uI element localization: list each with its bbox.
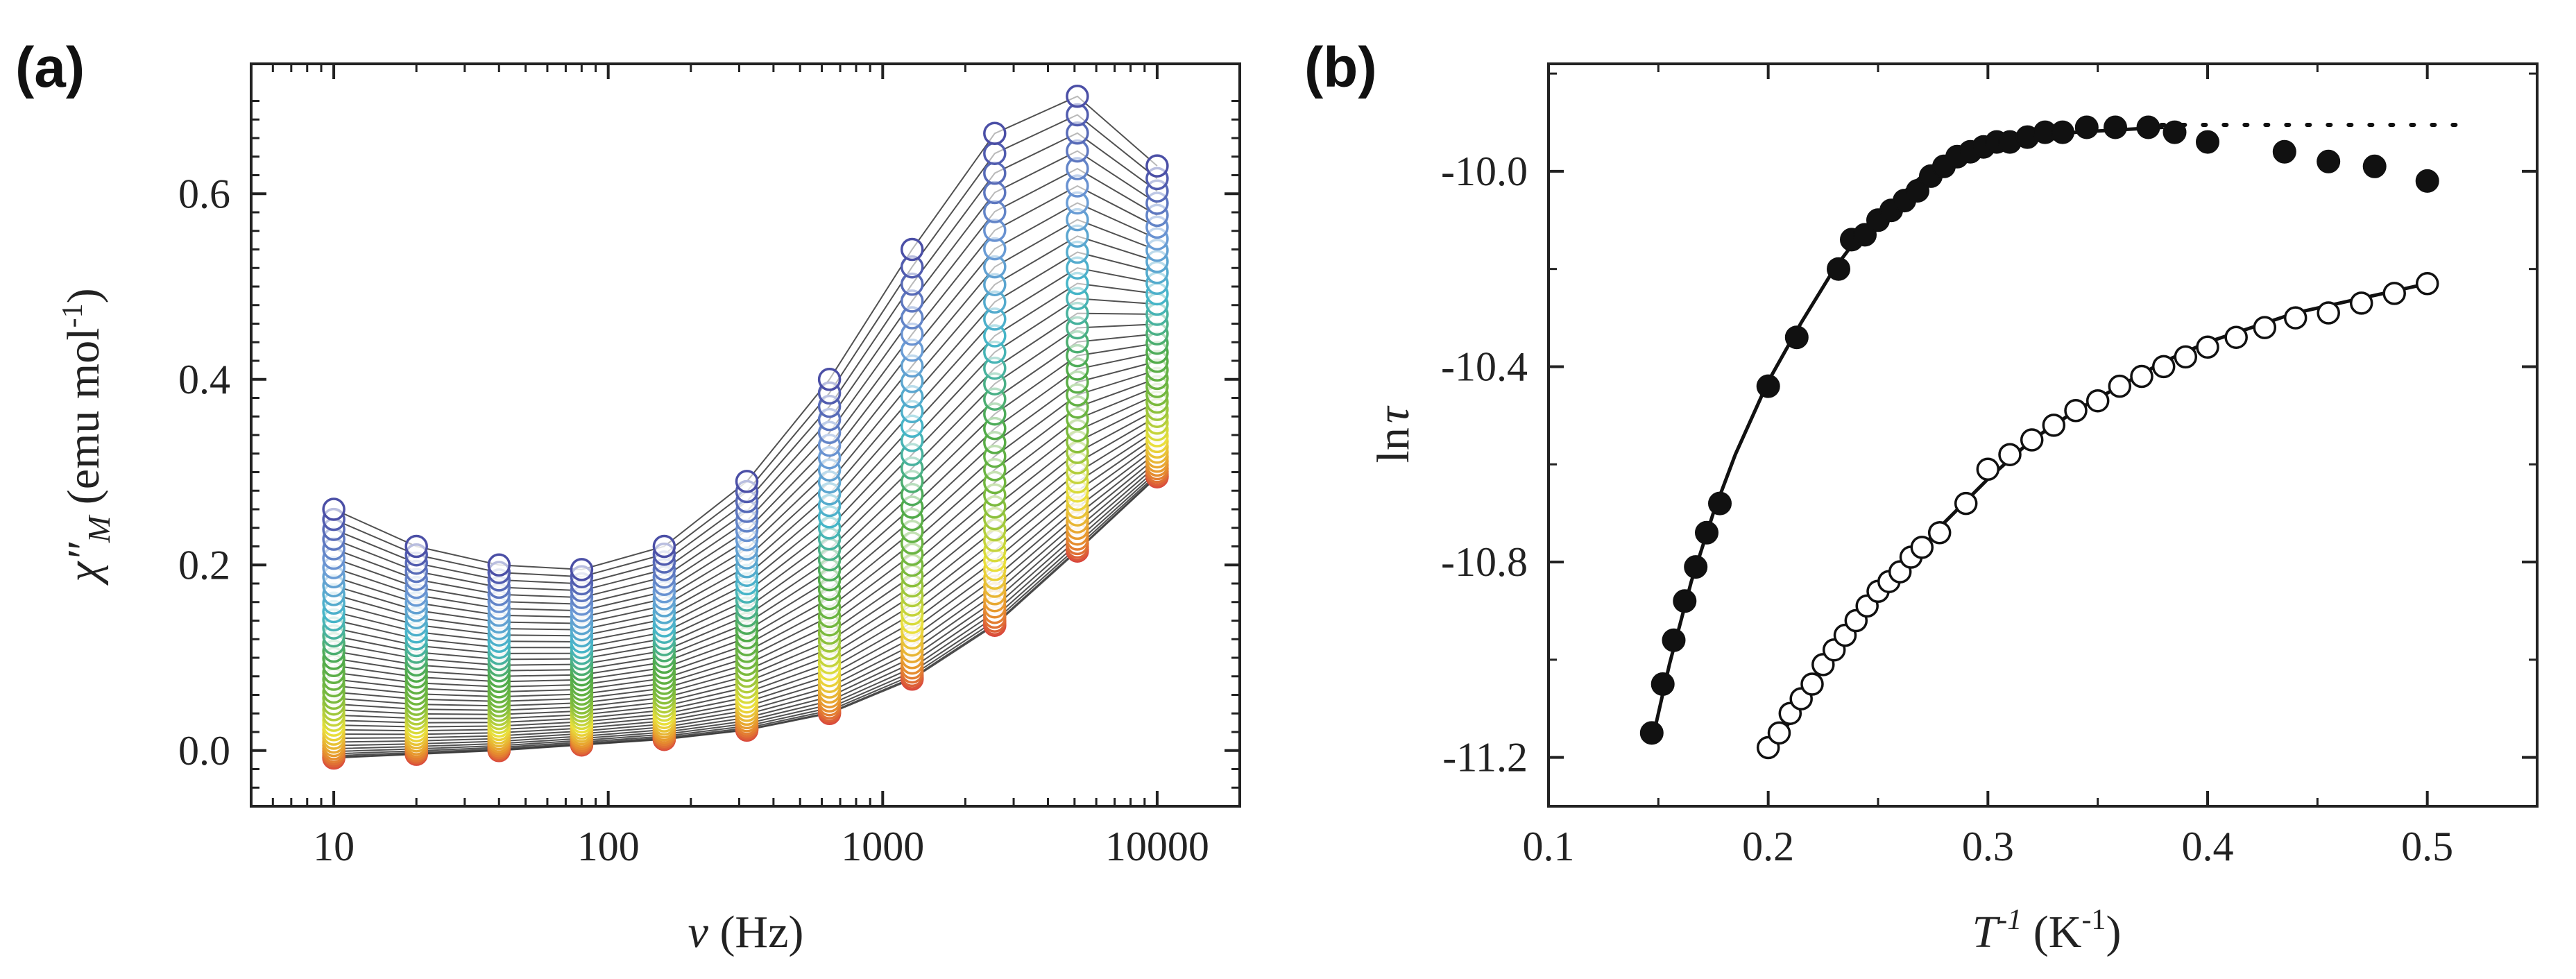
x-tick-label: 0.2	[1742, 824, 1794, 869]
open-data-point	[1767, 721, 1791, 745]
data-point	[817, 368, 842, 391]
open-data-point	[2382, 282, 2406, 305]
filled-data-point	[2362, 154, 2387, 178]
y-tick-label: 0.0	[178, 728, 230, 774]
open-data-point	[2317, 301, 2340, 325]
open-data-point	[2085, 389, 2110, 413]
open-data-point	[1976, 457, 2000, 482]
filled-data-point	[2415, 169, 2439, 193]
filled-data-point	[1708, 491, 1732, 516]
panel-b-plot	[1639, 115, 2473, 760]
open-data-point	[2108, 374, 2132, 398]
panel-b-ticks	[1547, 64, 2539, 806]
open-data-point	[1998, 443, 2022, 466]
panel-b-frame	[1547, 62, 2539, 808]
filled-data-point	[1695, 520, 1718, 545]
open-data-point	[2174, 345, 2198, 369]
open-data-point	[1800, 672, 1824, 696]
data-point	[983, 200, 1007, 223]
data-point	[652, 534, 676, 559]
x-tick-label: 0.3	[1962, 824, 2014, 869]
open-data-point	[2196, 335, 2219, 359]
data-point	[570, 558, 594, 581]
panel-b-x-axis-title: T-1 (K-1)	[1972, 904, 2122, 957]
open-data-point	[2020, 428, 2044, 452]
panel-a-x-tick-labels: 10 100 1000 10000	[313, 824, 1209, 869]
data-point	[322, 497, 346, 521]
filled-data-point	[1756, 374, 1780, 398]
filled-data-point	[2272, 139, 2296, 164]
panel-a-chart: (a) 10 100 1000 10000 0.0 0.2 0.4 0.6 ν (Hz) χ…	[15, 36, 1241, 957]
x-tick-label: 0.4	[2182, 824, 2234, 869]
filled-data-point	[1827, 257, 1850, 281]
filled-data-point	[2104, 115, 2127, 139]
x-tick-label: 0.5	[2401, 824, 2453, 869]
open-data-point	[2151, 355, 2176, 379]
open-data-point	[2042, 414, 2066, 437]
panel-a-y-tick-labels: 0.0 0.2 0.4 0.6	[178, 171, 230, 774]
open-data-point	[2415, 272, 2439, 296]
data-point	[404, 534, 428, 559]
panel-a-markers	[322, 85, 1169, 770]
panel-b-y-axis-title: lnτ	[1368, 405, 1419, 463]
x-tick-label: 10000	[1105, 824, 1209, 869]
filled-data-point	[2196, 130, 2219, 154]
filled-data-point	[1662, 628, 1686, 652]
panel-b-x-tick-labels: 0.1 0.2 0.3 0.4 0.5	[1523, 824, 2454, 869]
open-data-point	[2224, 325, 2248, 349]
data-point	[983, 161, 1007, 185]
filled-data-point	[2317, 149, 2341, 173]
filled-data-point	[2136, 115, 2160, 139]
filled-data-point	[2074, 115, 2099, 139]
open-data-point	[1927, 521, 1952, 545]
panel-a-x-axis-title: ν (Hz)	[688, 907, 804, 957]
data-point	[735, 470, 759, 493]
svg-text:lnτ: lnτ	[1368, 405, 1419, 463]
y-tick-label: -10.4	[1441, 343, 1528, 389]
filled-data-point	[1639, 721, 1664, 745]
panel-a-y-axis-title: χ″M (emu mol-1)	[57, 288, 117, 586]
y-tick-label: 0.4	[178, 357, 230, 402]
filled-data-point	[1684, 555, 1708, 579]
open-data-point	[2283, 306, 2308, 330]
data-point	[983, 180, 1007, 205]
open-data-point	[1910, 536, 1934, 559]
data-point	[1066, 85, 1089, 108]
open-data-point	[2064, 399, 2088, 423]
x-tick-label: 10	[313, 824, 355, 869]
y-tick-label: 0.6	[178, 171, 230, 216]
y-tick-label: 0.2	[178, 542, 230, 588]
data-point	[1145, 154, 1169, 178]
data-point	[983, 142, 1007, 165]
filled-data-point	[2163, 120, 2187, 144]
data-point	[900, 237, 924, 262]
panel-a-label: (a)	[15, 36, 85, 99]
filled-data-point	[1673, 589, 1697, 613]
data-point	[983, 121, 1007, 146]
filled-data-point	[1650, 672, 1675, 696]
y-tick-label: -11.2	[1442, 735, 1528, 781]
svg-text:χ″M (emu mol-1): χ″M (emu mol-1)	[57, 288, 117, 586]
panel-b-y-tick-labels: -11.2 -10.8 -10.4 -10.0	[1441, 148, 1528, 781]
open-data-point	[2130, 364, 2153, 389]
x-tick-label: 100	[577, 824, 640, 869]
y-tick-label: -10.8	[1441, 539, 1528, 585]
filled-data-point	[1853, 223, 1877, 247]
y-tick-label: -10.0	[1441, 148, 1528, 194]
fit-line-filled	[1650, 126, 2164, 744]
open-data-point	[2253, 316, 2277, 339]
x-tick-label: 1000	[841, 824, 924, 869]
data-point	[487, 553, 511, 577]
filled-data-point	[1906, 179, 1929, 203]
panel-b-label: (b)	[1304, 36, 1377, 99]
panel-a-ticks	[250, 64, 1241, 806]
open-data-point	[1954, 491, 1978, 516]
panel-b-chart: (b) 0.1 0.2 0.3 0.4 0.5 -11.2 -10.8 -10.4 -10.0…	[1304, 36, 2539, 957]
open-data-point	[2349, 291, 2373, 315]
x-tick-label: 0.1	[1523, 824, 1575, 869]
filled-data-point	[2051, 120, 2074, 144]
filled-data-point	[1784, 325, 1809, 350]
fit-line-open	[1766, 282, 2428, 758]
